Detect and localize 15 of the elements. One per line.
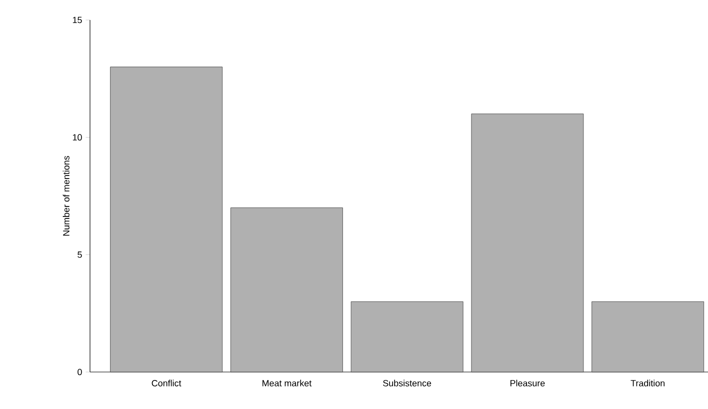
y-tick-label: 0 [78,368,82,376]
bar [350,301,464,372]
y-tick-label: 10 [72,134,82,141]
y-axis-title: Number of mentions [62,156,70,236]
x-tick-label: Pleasure [510,380,545,386]
bar [110,66,223,372]
x-tick-label: Meat market [262,380,312,386]
x-tick-label: Tradition [630,380,665,386]
bar [230,208,343,372]
bar [471,114,584,372]
x-tick-label: Subsistence [383,380,432,386]
y-tick-label: 15 [72,16,82,24]
bar [592,301,704,372]
x-tick-label: Conflict [152,380,182,386]
y-tick-label: 5 [78,252,82,258]
